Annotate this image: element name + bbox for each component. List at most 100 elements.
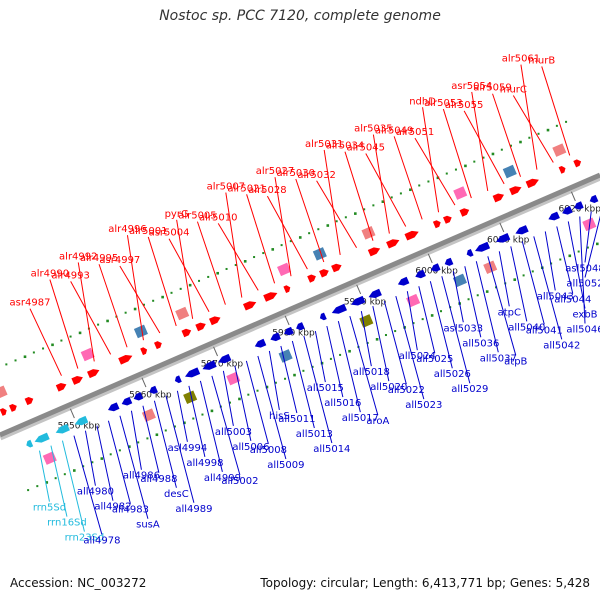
gc-dot [354,212,357,215]
gene-label-top: alr5027 [256,166,294,177]
gc-dot [5,363,8,366]
gc-dot [409,188,412,192]
gene-label-top: alr5032 [297,170,335,181]
leader-line-bottom [383,301,407,385]
leader-line-top [442,108,472,199]
gc-dot [198,279,201,282]
gc-dot [519,140,522,144]
leader-line-top [196,221,226,305]
leader-line-bottom [234,365,252,442]
gc-dot [568,254,572,258]
gene-label-bottom: asl4994 [168,443,208,454]
gc-dot [253,256,256,259]
leader-line-bottom [326,325,344,398]
cog-box [277,262,292,277]
reverse-gene-arrow [270,332,281,342]
scale-tick [141,377,147,388]
gc-dot [146,437,149,440]
gc-dot [280,244,283,247]
gc-dot [464,164,467,168]
forward-gene-arrow [181,328,192,338]
forward-gene-arrow [55,383,67,392]
gc-dot [164,429,167,432]
scale-tick [69,408,75,419]
gc-dot [559,258,562,261]
leader-line-bottom [360,311,372,367]
reverse-gene-arrow [74,415,89,426]
gene-label-bottom: all5041 [526,325,563,336]
reverse-gene-arrow [444,257,454,266]
scale-tick [213,346,218,357]
leader-line-bottom [165,395,195,503]
gc-dot [69,335,72,338]
gc-dot [142,303,145,306]
leader-line-bottom [280,345,298,414]
leader-line-top [217,223,259,291]
leader-line-top [316,180,358,249]
gene-label-bottom: aroA [366,416,389,427]
gene-label-bottom: all5042 [543,340,580,351]
leader-line-bottom [337,320,361,413]
leader-line-top [393,136,423,220]
leader-line-top [126,235,144,341]
leader-line-bottom [38,450,50,502]
gene-label-bottom: all4999 [204,473,241,484]
forward-gene-arrow [319,269,329,278]
gc-dot [265,385,269,389]
leader-line-top [77,262,95,362]
gene-label-bottom: all5009 [267,460,304,471]
gc-dot [183,421,186,425]
gc-dot [311,365,314,368]
gene-label-bottom: all4989 [175,504,212,515]
gc-dot [124,311,127,314]
forward-gene-arrow [509,186,522,196]
gene-label-bottom: all4986 [123,471,160,482]
cog-box [453,186,468,200]
gene-label-bottom: all5016 [324,398,361,409]
gene-label-bottom: all5018 [353,367,390,378]
leader-line-bottom [567,221,586,309]
gene-label-bottom: all5008 [250,445,287,456]
gene-label-top: alr5035 [354,124,392,135]
gc-dot [329,357,332,360]
leader-line-top [246,194,276,284]
gc-dot [210,409,214,413]
gc-dot [335,220,338,223]
gc-dot [399,192,402,195]
gc-dot [384,334,387,337]
leader-line-top [422,107,440,213]
leader-line-bottom [579,216,586,324]
leader-line-bottom [556,226,574,294]
gene-label-top: alr4992 [59,251,97,262]
forward-gene-arrow [307,274,316,283]
gene-label-top: alr5010 [199,212,237,223]
cog-box [80,347,95,362]
reverse-gene-arrow [415,269,426,279]
reverse-gene-arrow [254,338,267,348]
gc-dot [284,377,287,380]
gc-dot [256,389,259,392]
forward-gene-arrow [573,159,582,168]
gene-label-bottom: all5023 [405,400,442,411]
gene-label-bottom: all5025 [416,354,453,365]
gene-label-top: asr5054 [451,81,492,92]
gene-label-top: alr5059 [473,83,511,94]
gc-dot [109,453,112,456]
gc-dot [72,469,76,472]
scale-label: 5960 kbp [129,390,172,400]
gene-label-top: alr5031 [305,139,343,150]
gc-dot [133,307,137,311]
gene-label-top: alr5028 [248,185,286,196]
gc-dot [170,291,173,294]
leader-line-bottom [188,385,206,457]
gc-dot [97,323,100,326]
forward-gene-arrow [525,178,539,189]
gene-label-bottom: all5006 [232,442,269,453]
gc-dot [577,250,580,253]
forward-gene-arrow [195,322,206,332]
gc-dot [467,298,470,301]
forward-gene-arrow [404,230,419,241]
gc-dot [228,401,231,404]
leader-line-bottom [395,296,425,400]
leader-line-bottom [314,330,326,383]
